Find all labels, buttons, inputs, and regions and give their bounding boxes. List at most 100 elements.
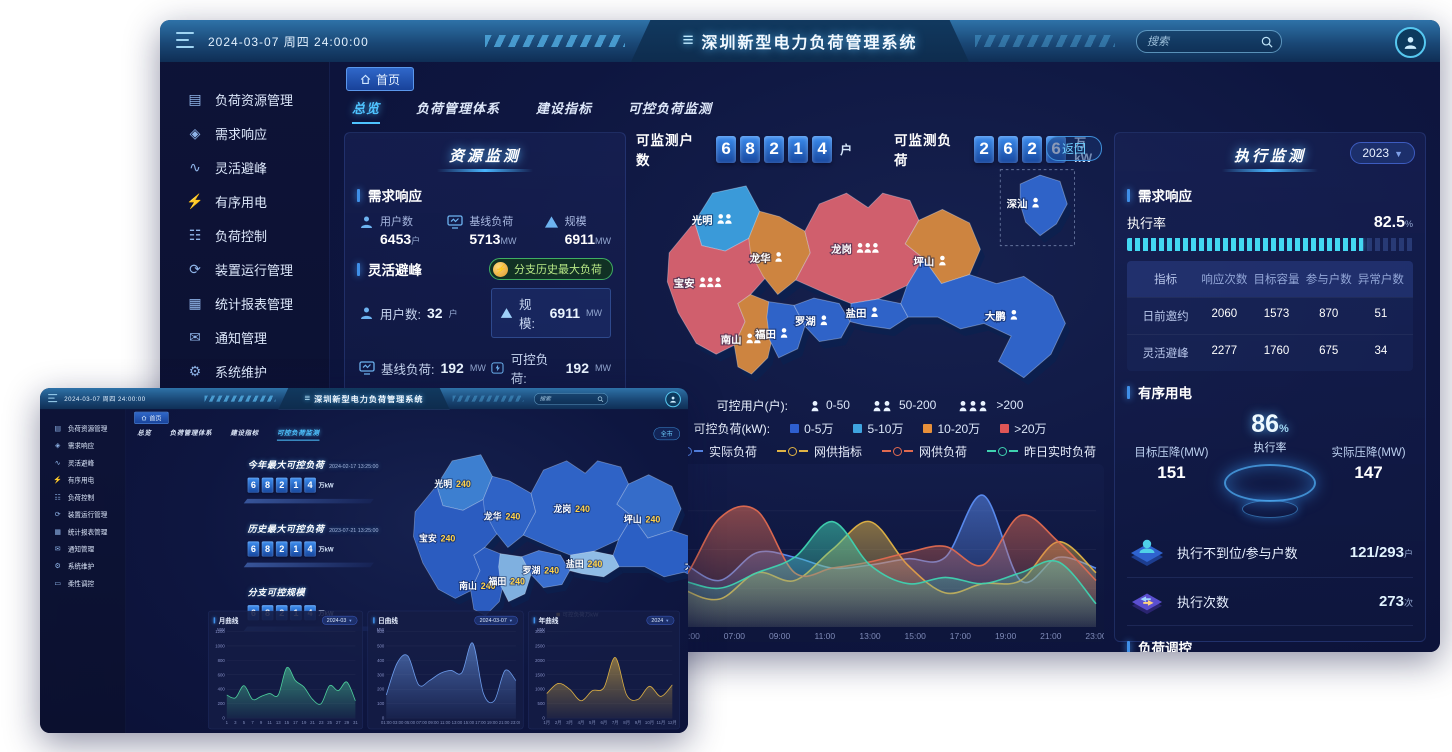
svg-text:05:00: 05:00 — [679, 631, 701, 641]
sidebar-item-notifications[interactable]: ✉ 通知管理 — [160, 320, 329, 354]
table-header: 指标 响应次数 目标容量 参与户数 异常户数 — [1127, 261, 1413, 297]
sidebar-item-orderly-power[interactable]: ⚡ 有序用电 — [53, 475, 95, 484]
execution-count-row: 执行次数 273次 — [1127, 586, 1413, 626]
tab-overview[interactable]: 总览 — [137, 429, 152, 437]
bridge-icon: ▭ — [54, 578, 62, 587]
district-label-龙华: 龙华 — [748, 251, 782, 266]
search-input[interactable] — [538, 395, 598, 403]
sidebar-item-load-resources[interactable]: ▤ 负荷资源管理 — [40, 419, 126, 436]
menu-toggle-icon[interactable] — [176, 32, 194, 48]
sidebar-item-device-ops[interactable]: ⟳ 装置运行管理 — [40, 505, 126, 522]
svg-text:13:00: 13:00 — [859, 631, 881, 641]
district-label-罗湖: 罗湖 — [794, 314, 828, 329]
search-input[interactable] — [1145, 34, 1261, 49]
sidebar-item-flexible-peak[interactable]: ∿ 灵活避峰 — [40, 454, 126, 471]
day-select[interactable]: 2024-03-07 ▼ — [474, 615, 518, 625]
search-icon[interactable] — [1261, 36, 1273, 48]
sidebar-item-demand-response[interactable]: ◈ 需求响应 — [160, 116, 329, 150]
svg-text:500: 500 — [538, 701, 546, 706]
svg-text:07:00: 07:00 — [724, 631, 746, 641]
tab-load-system[interactable]: 负荷管理体系 — [416, 101, 501, 116]
legend-grid-index[interactable]: 网供指标 — [776, 443, 862, 460]
person-icon — [361, 307, 372, 319]
district-label-光明: 光明 240 — [432, 477, 471, 490]
home-tab-chip[interactable]: 首页 — [134, 411, 169, 424]
year-select[interactable]: 2023 ▼ — [1350, 142, 1415, 164]
svg-text:坪山: 坪山 — [913, 256, 934, 269]
max-load-badge[interactable]: ⚡ 分支历史最大负荷 — [489, 258, 613, 280]
sidebar-item-load-control[interactable]: ☷ 负荷控制 — [40, 488, 126, 505]
district-盐田[interactable] — [569, 550, 620, 578]
tab-controllable-monitor[interactable]: 可控负荷监测 — [628, 101, 713, 116]
search-box[interactable] — [534, 393, 609, 405]
chart-icon: ▦ — [188, 294, 202, 311]
loop-icon: ⟳ — [189, 260, 201, 277]
sidebar-item-device-ops[interactable]: ⟳ 装置运行管理 — [160, 252, 329, 286]
citywide-button[interactable]: 全市 — [653, 427, 680, 441]
flexible-peak-stats: 用户数: 32 户 规模: 6911 MW 基线负荷: 192 MW 可控负荷: 1 — [357, 288, 613, 387]
home-tab-chip[interactable]: 首页 — [346, 67, 414, 91]
district-龙岗[interactable] — [795, 192, 924, 304]
tab-overview[interactable]: 总览 — [352, 98, 381, 124]
district-盐田[interactable] — [849, 298, 909, 330]
svg-text:7月: 7月 — [612, 720, 619, 726]
svg-text:罗湖: 罗湖 — [795, 315, 816, 328]
svg-text:23:00: 23:00 — [510, 720, 519, 725]
district-label-罗湖: 罗湖 240 — [522, 564, 560, 577]
execution-rate-gauge: 86% 执行率 — [1216, 410, 1324, 522]
sidebar-item-notifications[interactable]: ✉ 通知管理 — [40, 540, 126, 557]
sidebar-nav: ▤ 负荷资源管理 ◈ 需求响应 ∿ 灵活避峰 ⚡ 有序用电 ☷ 负荷控制 ⟳ 装置运行管理 … — [40, 409, 127, 733]
month-select[interactable]: 2024-03 ▼ — [321, 615, 358, 625]
svg-text:4月: 4月 — [578, 720, 585, 726]
sidebar-item-system-maintenance[interactable]: ⚙ 系统维护 — [40, 557, 126, 574]
sidebar-item-load-control[interactable]: ☷ 负荷控制 — [160, 218, 329, 252]
user-avatar[interactable] — [1395, 27, 1426, 58]
sidebar-item-flexible-peak[interactable]: ∿ 灵活避峰 — [160, 150, 329, 184]
triangle-icon — [544, 216, 558, 228]
legend-yesterday-load[interactable]: 昨日实时负荷 — [986, 443, 1096, 460]
sidebar-item-demand-response[interactable]: ◈ 需求响应 — [40, 437, 126, 454]
tab-build-metrics[interactable]: 建设指标 — [230, 429, 259, 437]
sidebar-item-flexible-regulation[interactable]: ▭柔性调控 — [40, 574, 126, 591]
sidebar-item-reports[interactable]: ▦ 统计报表管理 — [40, 523, 126, 540]
svg-text:9: 9 — [260, 720, 263, 725]
search-icon[interactable] — [597, 396, 604, 402]
district-罗湖[interactable] — [793, 297, 851, 343]
decor-stripes-right — [975, 35, 1115, 47]
panel-title-execution: 执行监测 — [1127, 141, 1413, 174]
district-label-南山: 南山 — [720, 332, 761, 347]
district-大鹏[interactable] — [612, 515, 688, 619]
sidebar-item-orderly-power[interactable]: ⚡ 有序用电 — [160, 184, 329, 218]
svg-text:1000: 1000 — [215, 643, 225, 648]
search-box[interactable] — [1136, 30, 1282, 53]
legend-grid-load[interactable]: 网供负荷 — [881, 443, 967, 460]
svg-text:15:00: 15:00 — [463, 720, 474, 725]
user-avatar[interactable] — [665, 391, 681, 408]
year-select[interactable]: 2024 ▼ — [646, 615, 675, 625]
tab-build-metrics[interactable]: 建设指标 — [536, 101, 593, 116]
district-罗湖[interactable] — [521, 550, 571, 589]
svg-text:福田: 福田 — [488, 576, 507, 587]
svg-text:240: 240 — [575, 504, 590, 514]
sidebar-item-system-maintenance[interactable]: ⚙ 系统维护 — [160, 354, 329, 388]
sidebar-item-reports[interactable]: ▦ 统计报表管理 — [160, 286, 329, 320]
panel-title-resource: 资源监测 — [357, 141, 613, 174]
menu-toggle-icon[interactable] — [48, 394, 58, 403]
district-深汕[interactable] — [1019, 174, 1068, 237]
tab-load-system[interactable]: 负荷管理体系 — [169, 429, 213, 437]
noncompliance-row: 执行不到位/参与户数 121/293户 — [1127, 536, 1413, 578]
svg-text:0: 0 — [382, 716, 385, 721]
district-label-坪山: 坪山 — [912, 254, 946, 270]
district-label-大鹏: 大鹏240 — [684, 559, 688, 572]
sidebar-item-load-resources[interactable]: ▤ 负荷资源管理 — [160, 82, 329, 116]
svg-text:03:00: 03:00 — [393, 720, 404, 725]
gauge-ring — [1223, 464, 1317, 502]
cube-icon: ◈ — [54, 440, 61, 450]
shenzhen-district-map: 可控负荷万kW 光明240宝安240龙华240南山240福田240罗湖240龙岗… — [407, 438, 688, 633]
back-button[interactable]: 返回 — [1045, 136, 1102, 161]
district-大鹏[interactable] — [900, 257, 1066, 379]
svg-text:大鹏: 大鹏 — [985, 310, 1006, 323]
tab-controllable-monitor[interactable]: 可控负荷监测 — [276, 427, 320, 441]
